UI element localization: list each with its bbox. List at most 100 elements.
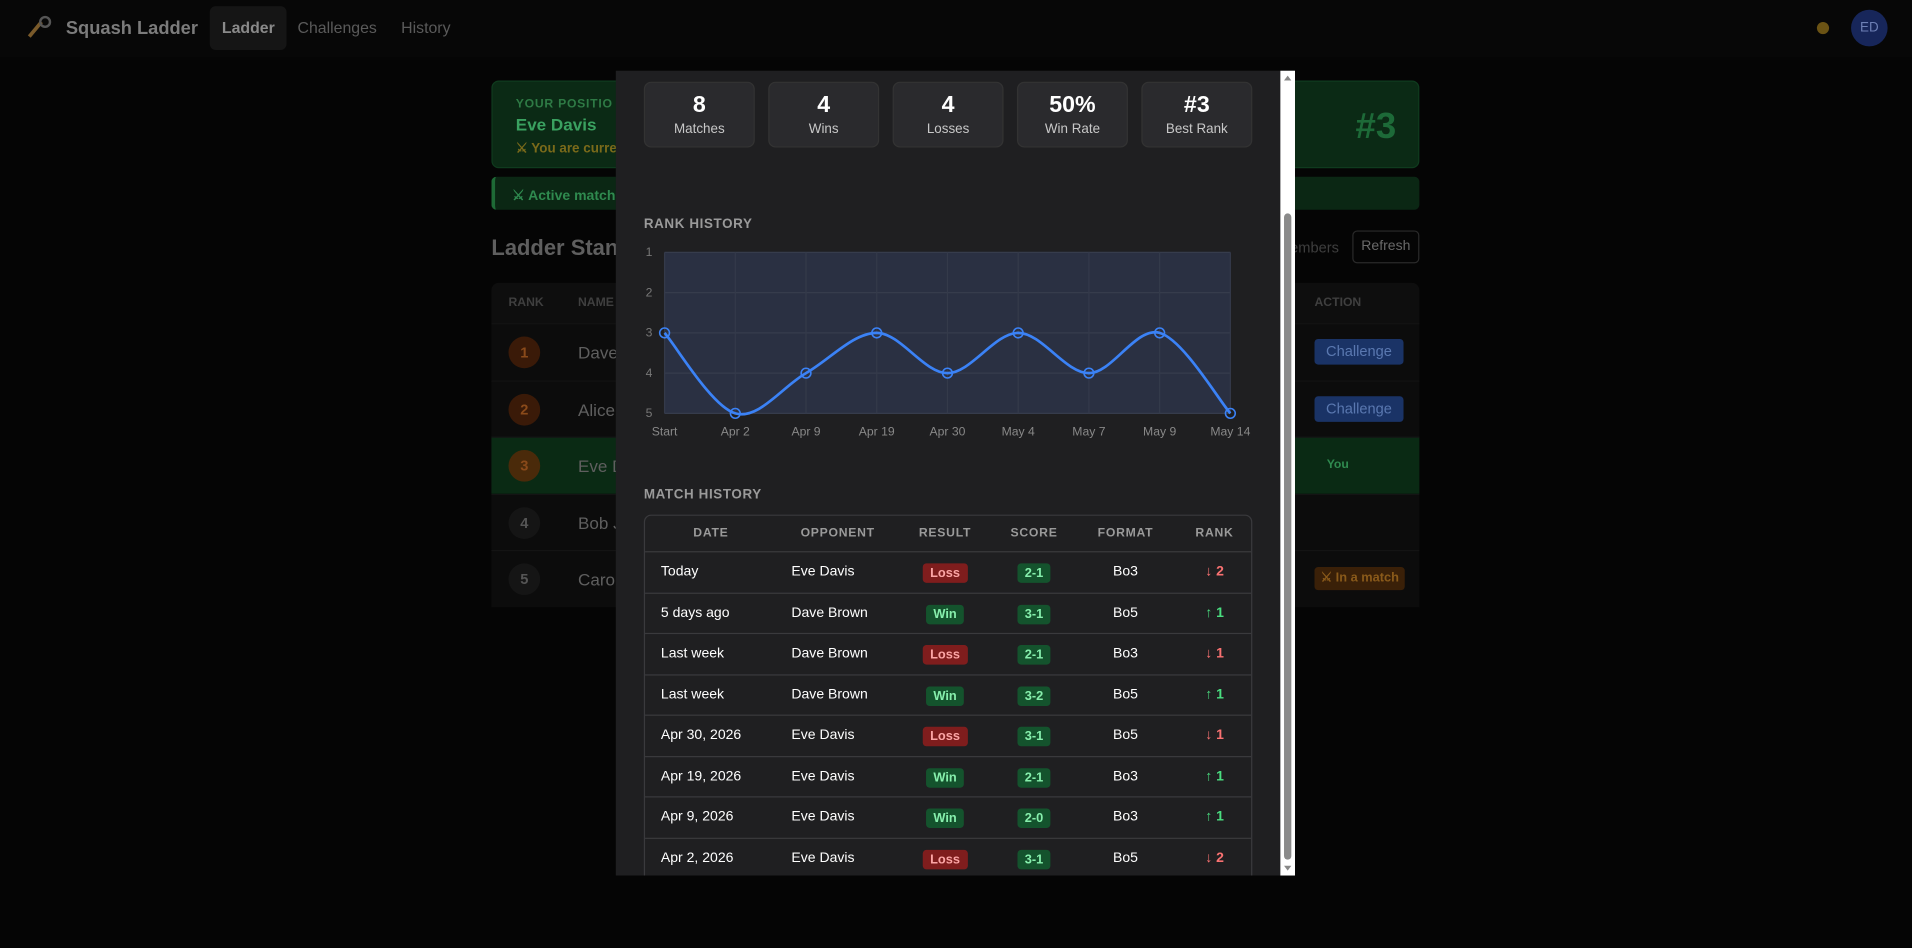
column-header: RESULT	[918, 526, 972, 541]
row-action: ⚔ In a match	[1314, 567, 1406, 591]
rank-badge: 3	[508, 450, 541, 482]
score-badge: 3-2	[1017, 685, 1051, 706]
nav-challenges[interactable]: Challenges	[297, 18, 377, 37]
rank-chart: 1 2 3 4 5 Start Apr 2 Apr 9 Apr 19 Apr 30 May 4 May…	[646, 245, 1251, 438]
x-tick-label: Start	[652, 424, 678, 438]
opponent: Eve Davis	[791, 727, 855, 743]
stat-label: Wins	[808, 121, 839, 137]
data-point	[1224, 407, 1237, 420]
stat-card: 4 Losses	[892, 81, 1004, 148]
nav-history[interactable]: History	[401, 18, 451, 37]
section-title: RANK HISTORY	[643, 217, 753, 232]
rank-badge: 2	[508, 393, 541, 426]
stat-value: 50%	[1049, 92, 1096, 119]
format: Bo3	[1113, 646, 1138, 661]
score-badge: 2-1	[1017, 563, 1051, 583]
opponent: Eve Davis	[791, 850, 855, 866]
stat-card: 8 Matches	[643, 81, 755, 148]
avatar[interactable]: ED	[1851, 9, 1888, 47]
player-name: Alice	[577, 399, 616, 419]
stat-label: Losses	[926, 121, 970, 137]
stat-label: Matches	[673, 121, 725, 137]
x-tick-label: May 9	[1143, 424, 1176, 438]
format: Bo3	[1113, 809, 1138, 825]
score-badge: 2-0	[1017, 808, 1051, 828]
match-row: 5 days ago Dave Brown Win 3-1 Bo5 ↑ 1	[645, 592, 1252, 634]
ladder-heading: Ladder Stan	[491, 235, 619, 260]
theme-toggle[interactable]	[1813, 18, 1833, 38]
score-badge: 3-1	[1017, 726, 1051, 747]
match-table: DATE OPPONENT RESULT SCORE FORMAT RANK Today Ev…	[643, 514, 1253, 876]
data-point	[1153, 327, 1166, 339]
result-badge: Win	[926, 604, 965, 624]
player-name: Eve D	[577, 456, 625, 476]
result-badge: Win	[926, 808, 965, 828]
format: Bo5	[1113, 687, 1138, 702]
brand-icon	[27, 15, 52, 38]
scrollbar[interactable]	[1280, 70, 1295, 876]
result-badge: Loss	[922, 563, 968, 583]
format: Bo5	[1113, 850, 1138, 866]
position-rank: #3	[1355, 106, 1397, 147]
opponent: Eve Davis	[791, 809, 855, 825]
y-tick-label: 2	[646, 285, 653, 299]
header-name: NAME	[577, 296, 614, 310]
opponent: Dave Brown	[791, 687, 868, 702]
rank-badge: 5	[508, 563, 541, 596]
header-action: ACTION	[1314, 296, 1362, 310]
match-row: Apr 2, 2026 Eve Davis Loss 3-1 Bo5 ↓ 2	[645, 837, 1252, 875]
date: Apr 19, 2026	[660, 768, 742, 784]
data-point	[658, 327, 671, 339]
result-badge: Loss	[922, 645, 968, 665]
date: Today	[660, 564, 699, 580]
column-header: DATE	[693, 526, 729, 541]
match-row: Last week Dave Brown Win 3-2 Bo5 ↑ 1	[645, 673, 1252, 716]
scroll-up[interactable]	[1283, 73, 1293, 83]
column-header: FORMAT	[1097, 526, 1154, 541]
player-name: Bob J	[577, 513, 622, 533]
scroll-down[interactable]	[1283, 863, 1293, 873]
stat-value: 4	[817, 92, 831, 119]
match-row: Apr 9, 2026 Eve Davis Win 2-0 Bo3 ↑ 1	[645, 796, 1252, 838]
match-row: Today Eve Davis Loss 2-1 Bo3 ↓ 2	[645, 551, 1252, 593]
position-name: Eve Davis	[515, 114, 597, 135]
rank-change: ↓ 2	[1205, 850, 1224, 866]
x-tick-label: May 4	[1002, 424, 1035, 438]
x-tick-label: Apr 19	[859, 424, 895, 438]
rank-change: ↑ 1	[1205, 687, 1224, 702]
date: Apr 30, 2026	[660, 727, 742, 743]
y-tick-label: 5	[646, 406, 653, 420]
opponent: Eve Davis	[791, 768, 855, 784]
nav-ladder[interactable]: Ladder	[209, 6, 287, 50]
position-note: ⚔ You are curren	[515, 141, 625, 157]
data-point	[1012, 327, 1024, 339]
opponent: Dave Brown	[791, 646, 868, 661]
navbar: Squash Ladder Ladder Challenges History …	[0, 0, 1912, 58]
section-title: MATCH HISTORY	[643, 487, 762, 503]
data-point	[800, 367, 812, 379]
refresh-button[interactable]: Refresh	[1352, 230, 1420, 264]
data-point	[941, 367, 954, 379]
opponent: Dave Brown	[791, 605, 868, 621]
rank-change: ↓ 1	[1205, 727, 1224, 743]
opponent: Eve Davis	[791, 564, 855, 580]
date: Apr 2, 2026	[660, 850, 734, 866]
x-tick-label: Apr 9	[791, 424, 820, 438]
date: Last week	[660, 646, 725, 661]
format: Bo3	[1113, 564, 1138, 580]
rank-badge: 4	[508, 507, 541, 539]
data-point	[871, 327, 883, 339]
stat-value: #3	[1183, 92, 1210, 119]
data-point	[729, 407, 741, 420]
row-action: Challenge	[1314, 338, 1404, 365]
scroll-thumb[interactable]	[1284, 213, 1292, 860]
stat-value: 4	[941, 92, 955, 119]
y-tick-label: 1	[646, 245, 653, 259]
rank-change: ↑ 1	[1205, 605, 1224, 621]
banner-text: ⚔ Active match i	[512, 189, 624, 204]
score-badge: 3-1	[1017, 604, 1051, 624]
format: Bo3	[1113, 768, 1138, 784]
score-badge: 2-1	[1017, 767, 1051, 788]
